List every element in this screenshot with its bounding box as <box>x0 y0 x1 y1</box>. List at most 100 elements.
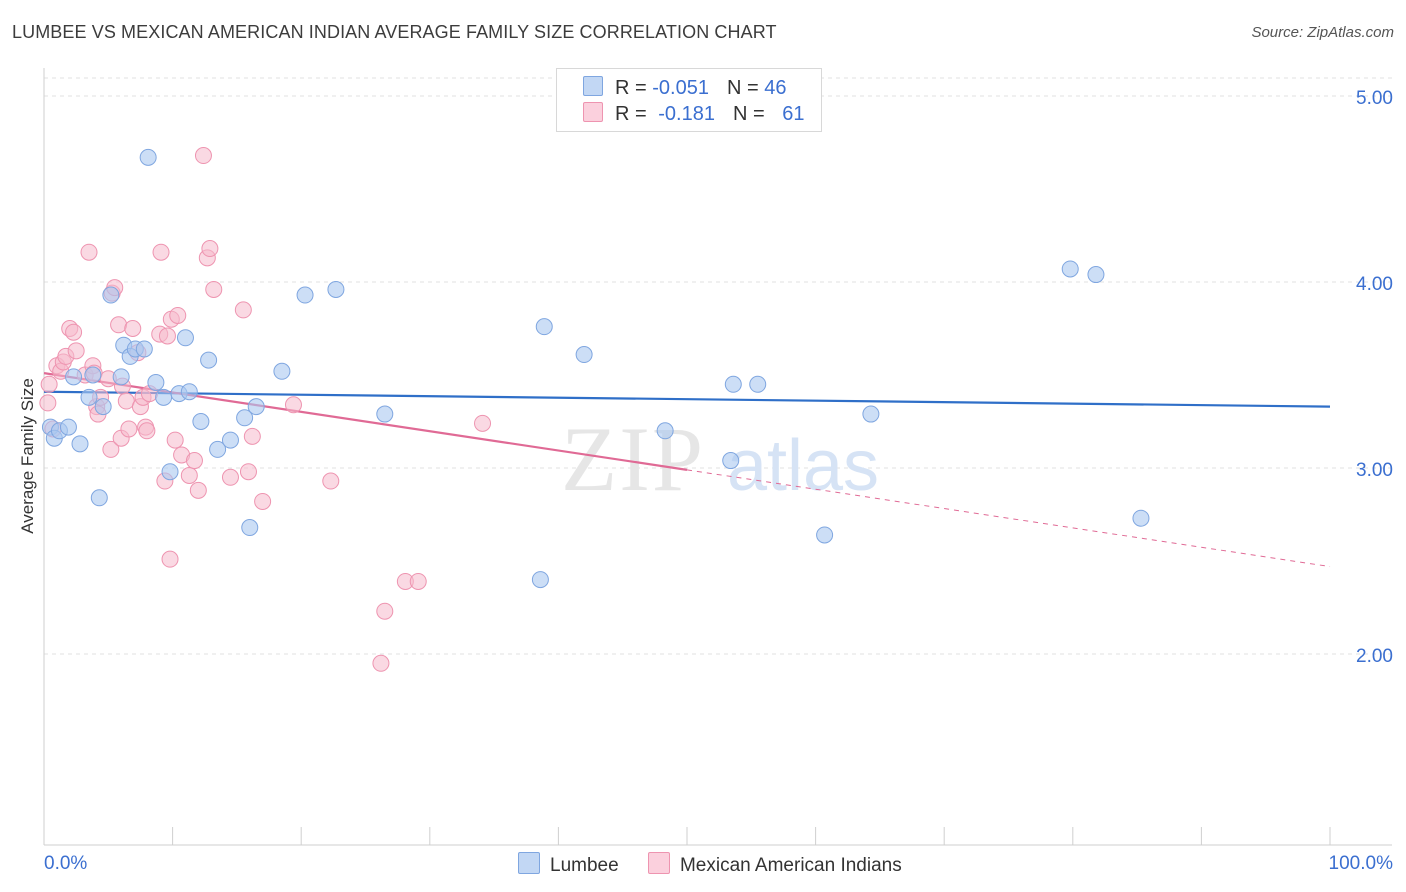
chart-title: LUMBEE VS MEXICAN AMERICAN INDIAN AVERAG… <box>12 22 777 42</box>
legend-swatch-lumbee <box>583 76 603 96</box>
data-point-lumbee <box>1061 260 1079 278</box>
data-point-mexican <box>372 654 390 672</box>
data-point-lumbee <box>327 280 345 298</box>
data-point-mexican <box>221 468 239 486</box>
data-point-lumbee <box>247 398 265 416</box>
data-point-lumbee <box>296 286 314 304</box>
data-point-mexican <box>376 602 394 620</box>
y-tick-label: 3.00 <box>1356 460 1393 481</box>
watermark-atlas: atlas <box>727 426 879 506</box>
legend-r-value-lumbee: -0.051 <box>652 77 709 99</box>
bottom-legend-lumbee: Lumbee <box>518 852 619 877</box>
legend-swatch-mexican <box>583 102 603 122</box>
data-point-lumbee <box>59 418 77 436</box>
trend-lines <box>43 372 1331 568</box>
watermark-zip: ZIP <box>561 408 705 510</box>
data-point-mexican <box>158 327 176 345</box>
y-tick-label: 5.00 <box>1356 88 1393 109</box>
data-point-lumbee <box>84 366 102 384</box>
data-point-lumbee <box>724 375 742 393</box>
bottom-legend-label-lumbee: Lumbee <box>550 855 619 876</box>
y-tick-label: 4.00 <box>1356 274 1393 295</box>
data-point-lumbee <box>531 571 549 589</box>
y-axis-label: Average Family Size <box>18 378 37 534</box>
data-point-lumbee <box>180 383 198 401</box>
data-point-mexican <box>205 280 223 298</box>
data-point-lumbee <box>135 340 153 358</box>
data-point-lumbee <box>139 148 157 166</box>
trend-line-mexican-extrapolated <box>686 469 1331 568</box>
trend-line-lumbee <box>43 390 1331 408</box>
legend-n-value-lumbee: 46 <box>764 77 787 99</box>
bottom-legend-swatch-mexican <box>647 852 670 874</box>
data-point-lumbee <box>176 329 194 347</box>
data-point-lumbee <box>155 388 173 406</box>
data-point-mexican <box>239 463 257 481</box>
legend-r-label: R = <box>615 77 653 99</box>
legend-n-label: N = <box>732 103 771 125</box>
x-tick-label-max: 100.0% <box>1329 853 1394 874</box>
grid-lines <box>44 77 1392 655</box>
data-point-lumbee <box>749 375 767 393</box>
bottom-legend-swatch-lumbee <box>518 852 540 874</box>
data-point-lumbee <box>273 362 291 380</box>
series-lumbee-points <box>41 148 1150 589</box>
data-point-lumbee <box>147 373 165 391</box>
bottom-legend: Lumbee Mexican American Indians <box>518 852 926 877</box>
axes <box>43 68 1392 846</box>
data-point-lumbee <box>535 318 553 336</box>
data-point-mexican <box>234 301 252 319</box>
data-point-mexican <box>161 550 179 568</box>
data-point-mexican <box>124 320 142 337</box>
data-point-lumbee <box>192 413 210 430</box>
bottom-legend-mexican: Mexican American Indians <box>647 852 902 877</box>
source-label: Source: ZipAtlas.com <box>1251 24 1394 41</box>
data-point-lumbee <box>94 398 112 416</box>
data-point-lumbee <box>200 351 218 369</box>
data-point-lumbee <box>236 409 254 427</box>
data-point-lumbee <box>161 463 179 481</box>
data-point-lumbee <box>102 286 120 304</box>
data-point-mexican <box>322 472 340 490</box>
data-point-mexican <box>201 240 219 258</box>
data-point-mexican <box>102 440 120 458</box>
data-point-mexican <box>169 306 187 324</box>
data-point-mexican <box>152 243 170 261</box>
data-point-mexican <box>110 316 128 334</box>
data-point-lumbee <box>71 435 89 453</box>
data-point-lumbee <box>656 422 674 440</box>
data-point-mexican <box>474 414 492 432</box>
data-point-mexican <box>243 427 261 445</box>
data-point-lumbee <box>722 452 740 470</box>
data-point-mexican <box>40 375 58 393</box>
data-point-mexican <box>65 323 83 341</box>
data-point-mexican <box>254 492 272 510</box>
data-point-mexican <box>284 396 302 414</box>
data-point-mexican <box>189 481 207 499</box>
data-point-mexican <box>194 147 212 165</box>
data-point-mexican <box>117 392 135 410</box>
y-tick-label: 2.00 <box>1356 646 1393 667</box>
data-point-lumbee <box>575 346 593 364</box>
data-point-lumbee <box>376 405 394 423</box>
data-point-lumbee <box>80 388 98 406</box>
data-point-lumbee <box>65 368 83 386</box>
data-point-lumbee <box>1132 509 1150 527</box>
legend: R = -0.051 N = 46 R = -0.181 N = 61 <box>556 68 822 132</box>
tick-labels: 2.00 3.00 4.00 5.00 0.0% 100.0% <box>44 88 1393 874</box>
data-point-mexican <box>138 422 156 440</box>
data-point-mexican <box>180 466 198 484</box>
legend-r-value-mexican: -0.181 <box>658 103 715 125</box>
data-point-mexican <box>409 572 427 590</box>
data-point-mexican <box>67 342 85 360</box>
legend-n-value-mexican: 61 <box>782 103 805 125</box>
legend-r-label: R = <box>615 103 653 125</box>
x-tick-label-min: 0.0% <box>44 853 87 874</box>
data-point-lumbee <box>816 526 834 544</box>
data-point-lumbee <box>112 368 130 386</box>
legend-row-lumbee: R = -0.051 N = 46 <box>583 76 786 100</box>
data-point-lumbee <box>1087 266 1105 284</box>
data-point-mexican <box>166 431 184 449</box>
data-point-lumbee <box>862 405 880 423</box>
